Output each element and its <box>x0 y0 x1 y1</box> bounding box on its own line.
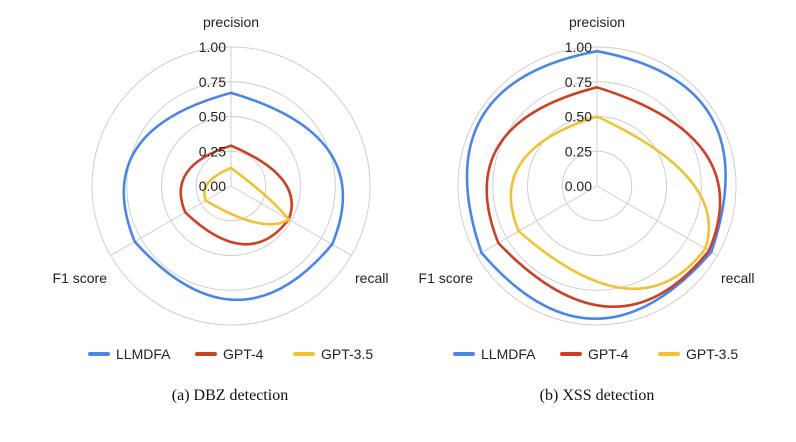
radar-grid <box>91 46 371 326</box>
legend-label: GPT-4 <box>223 346 264 362</box>
legend-item-gpt-3-5: GPT-3.5 <box>293 346 373 362</box>
radar-series-group <box>465 49 727 321</box>
axis-label-precision: precision <box>569 14 625 30</box>
chart-caption: (a) DBZ detection <box>172 387 288 404</box>
tick-label: 0.75 <box>565 74 592 90</box>
tick-label: 0.75 <box>199 74 226 90</box>
tick-label: 0.50 <box>565 109 592 125</box>
legend-item-gpt-4: GPT-4 <box>195 346 264 362</box>
axis-label-recall: recall <box>355 270 388 286</box>
radar-series-group <box>122 91 345 302</box>
series-line-gpt-3-5 <box>509 115 711 291</box>
legend-label: LLMDFA <box>116 346 171 362</box>
legend-label: LLMDFA <box>481 346 536 362</box>
tick-label: 0.00 <box>565 178 592 194</box>
radar-chart-xss: precision recall F1 score 0.00 0.25 0.50… <box>419 14 755 404</box>
axis-label-f1-score: F1 score <box>419 270 474 286</box>
axis-label-recall: recall <box>721 270 754 286</box>
tick-label: 1.00 <box>565 39 592 55</box>
axis-label-f1-score: F1 score <box>53 270 108 286</box>
radar-chart-dbz: precision recall F1 score 0.00 0.25 0.50… <box>53 14 389 404</box>
legend-label: GPT-3.5 <box>321 346 373 362</box>
legend: LLMDFA GPT-4 GPT-3.5 <box>88 346 373 362</box>
radar-labels: precision recall F1 score 0.00 0.25 0.50… <box>419 14 755 286</box>
tick-label: 0.50 <box>199 109 226 125</box>
axis-label-precision: precision <box>203 14 259 30</box>
legend-label: GPT-3.5 <box>686 346 738 362</box>
grid-spoke <box>596 185 718 256</box>
series-line-llmdfa <box>465 49 727 321</box>
grid-spoke <box>476 185 598 256</box>
series-line-gpt-4 <box>179 144 294 246</box>
grid-spoke <box>110 185 232 256</box>
tick-label: 0.00 <box>199 178 226 194</box>
legend-item-llmdfa: LLMDFA <box>88 346 171 362</box>
series-line-gpt-4 <box>485 86 722 308</box>
tick-label: 0.25 <box>565 143 592 159</box>
legend: LLMDFA GPT-4 GPT-3.5 <box>453 346 738 362</box>
legend-item-gpt-4: GPT-4 <box>560 346 629 362</box>
legend-item-llmdfa: LLMDFA <box>453 346 536 362</box>
legend-label: GPT-4 <box>588 346 629 362</box>
chart-caption: (b) XSS detection <box>540 387 655 404</box>
series-line-llmdfa <box>122 91 345 302</box>
radar-labels: precision recall F1 score 0.00 0.25 0.50… <box>53 14 389 286</box>
tick-label: 1.00 <box>199 39 226 55</box>
series-line-gpt-3-5 <box>203 166 291 226</box>
tick-label: 0.25 <box>199 143 226 159</box>
legend-item-gpt-3-5: GPT-3.5 <box>658 346 738 362</box>
